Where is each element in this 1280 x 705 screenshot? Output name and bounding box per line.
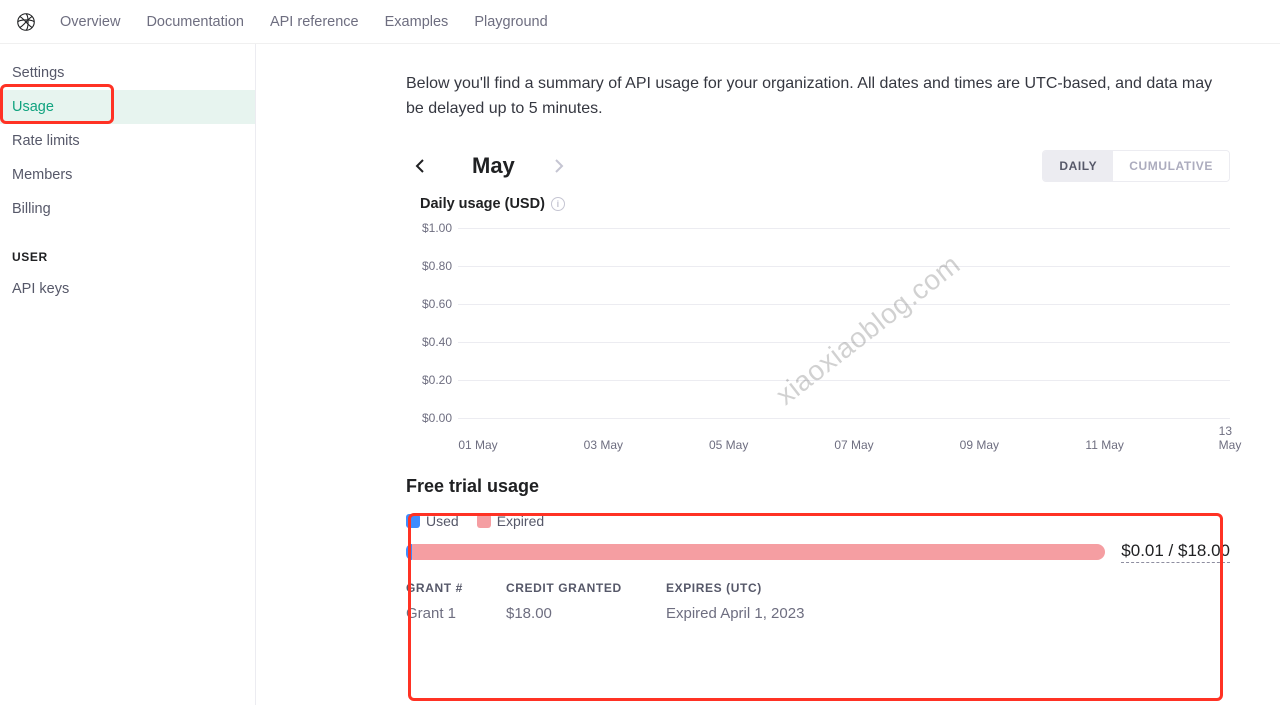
top-nav: Overview Documentation API reference Exa… <box>0 0 1280 44</box>
ytick: $0.60 <box>406 297 452 311</box>
nav-api-reference[interactable]: API reference <box>270 14 359 30</box>
ytick: $0.00 <box>406 411 452 425</box>
xtick: 09 May <box>960 438 999 452</box>
xtick: 11 May <box>1085 438 1123 452</box>
nav-documentation[interactable]: Documentation <box>146 14 244 30</box>
sidebar-item-api-keys[interactable]: API keys <box>0 272 255 306</box>
sidebar-section-user: USER <box>0 226 255 272</box>
month-label: May <box>472 153 515 179</box>
ytick: $0.20 <box>406 373 452 387</box>
sidebar: Settings Usage Rate limits Members Billi… <box>0 44 256 705</box>
usage-chart-section: Daily usage (USD) i $0.00 $0.20 $0.40 $0.60… <box>406 196 1230 452</box>
ytick: $0.80 <box>406 259 452 273</box>
toggle-daily[interactable]: DAILY <box>1043 151 1113 181</box>
prev-month-button[interactable] <box>406 152 434 180</box>
annotation-highlight-usage <box>0 84 114 124</box>
annotation-highlight-trial <box>408 513 1223 701</box>
sidebar-item-members[interactable]: Members <box>0 158 255 192</box>
chart-title-text: Daily usage (USD) <box>420 196 545 212</box>
xtick: 01 May <box>458 438 497 452</box>
view-toggle: DAILY CUMULATIVE <box>1042 150 1230 182</box>
usage-chart: $0.00 $0.20 $0.40 $0.60 $0.80 $1.00 01 May 03 M… <box>406 222 1230 452</box>
ytick: $1.00 <box>406 221 452 235</box>
month-selector: May DAILY CUMULATIVE <box>406 150 1230 182</box>
info-icon[interactable]: i <box>551 197 565 211</box>
intro-text: Below you'll find a summary of API usage… <box>406 72 1221 122</box>
xtick: 07 May <box>834 438 873 452</box>
xtick: 05 May <box>709 438 748 452</box>
sidebar-item-billing[interactable]: Billing <box>0 192 255 226</box>
free-trial-title: Free trial usage <box>406 476 1230 497</box>
nav-playground[interactable]: Playground <box>474 14 547 30</box>
xtick: 03 May <box>584 438 623 452</box>
logo-icon <box>14 10 38 34</box>
toggle-cumulative[interactable]: CUMULATIVE <box>1113 151 1229 181</box>
sidebar-item-rate-limits[interactable]: Rate limits <box>0 124 255 158</box>
nav-overview[interactable]: Overview <box>60 14 120 30</box>
nav-examples[interactable]: Examples <box>385 14 449 30</box>
next-month-button[interactable] <box>545 152 573 180</box>
xtick: 13 May <box>1219 424 1242 452</box>
chart-title: Daily usage (USD) i <box>420 196 1230 212</box>
ytick: $0.40 <box>406 335 452 349</box>
